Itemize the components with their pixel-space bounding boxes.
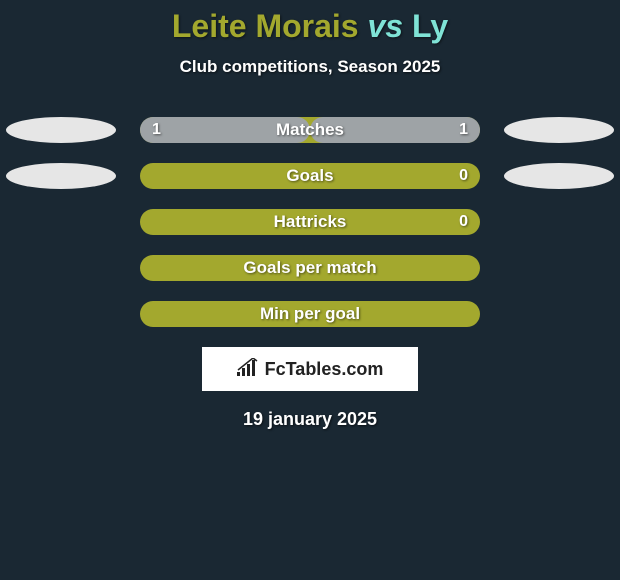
player2-fill — [310, 117, 480, 143]
stat-row: Goals per match — [0, 255, 620, 281]
stat-row: 0Hattricks — [0, 209, 620, 235]
comparison-title: Leite Morais vs Ly — [0, 0, 620, 45]
vs-text: vs — [367, 8, 403, 44]
player1-ellipse — [6, 117, 116, 143]
player2-ellipse — [504, 163, 614, 189]
player1-fill — [140, 117, 310, 143]
stats-container: 11Matches0Goals0HattricksGoals per match… — [0, 117, 620, 327]
stat-label: Min per goal — [140, 301, 480, 327]
stat-row: 0Goals — [0, 163, 620, 189]
player1-name: Leite Morais — [172, 8, 359, 44]
date-text: 19 january 2025 — [0, 409, 620, 430]
brand-chart-icon — [237, 358, 259, 381]
stat-bar-track: 0Goals — [140, 163, 480, 189]
stat-row: Min per goal — [0, 301, 620, 327]
player2-name: Ly — [412, 8, 448, 44]
stat-label: Goals per match — [140, 255, 480, 281]
stat-bar-track: 11Matches — [140, 117, 480, 143]
stat-label: Goals — [140, 163, 480, 189]
stat-bar-track: Min per goal — [140, 301, 480, 327]
brand-badge: FcTables.com — [202, 347, 418, 391]
stat-label: Hattricks — [140, 209, 480, 235]
brand-text: FcTables.com — [265, 359, 384, 380]
player2-ellipse — [504, 117, 614, 143]
player2-value: 0 — [459, 163, 468, 189]
stat-bar-track: 0Hattricks — [140, 209, 480, 235]
stat-row: 11Matches — [0, 117, 620, 143]
subtitle: Club competitions, Season 2025 — [0, 57, 620, 77]
stat-bar-track: Goals per match — [140, 255, 480, 281]
player1-ellipse — [6, 163, 116, 189]
player2-value: 0 — [459, 209, 468, 235]
